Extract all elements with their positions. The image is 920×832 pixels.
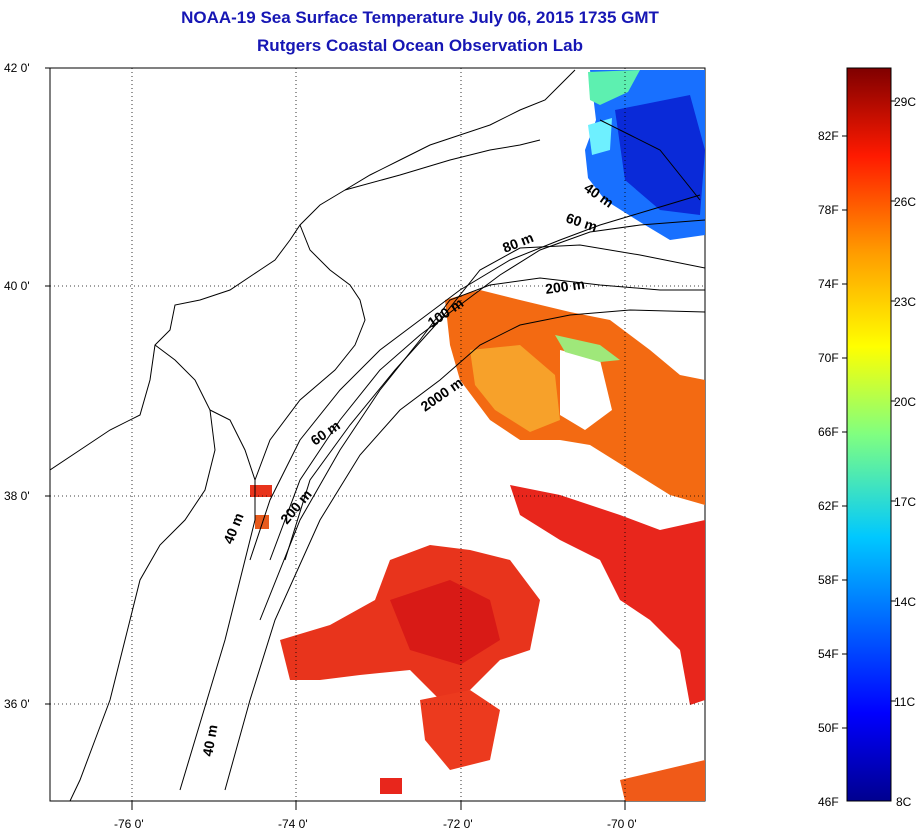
colorbar-c-label: 11C	[894, 695, 915, 709]
colorbar-c-label: 29C	[894, 95, 916, 109]
title-line-1: NOAA-19 Sea Surface Temperature July 06,…	[181, 8, 659, 27]
colorbar-c-label: 20C	[894, 395, 916, 409]
contour-2000m	[224, 309, 705, 791]
nj-coast	[254, 224, 366, 481]
colorbar-c-label: 17C	[894, 495, 916, 509]
sst-warm-patch-2	[255, 515, 269, 529]
colorbar-ticks	[842, 100, 896, 729]
colorbar-f-label: 82F	[818, 129, 839, 143]
delmarva-coast	[179, 409, 256, 791]
colorbar-c-label: 23C	[894, 295, 916, 309]
colorbar-c-label: 8C	[896, 795, 912, 809]
sst-cold-fringe	[588, 70, 640, 105]
lon-label: -76 0'	[114, 817, 144, 831]
contour-80m	[284, 244, 705, 561]
lon-label: -72 0'	[443, 817, 473, 831]
sst-warm-region-1-inner	[470, 345, 560, 432]
lat-label: 36 0'	[4, 697, 30, 711]
sst-warm-patch	[250, 485, 272, 497]
coastline-contours	[50, 69, 705, 801]
contour-label: 200 m	[544, 276, 586, 297]
colorbar-f-label: 62F	[818, 499, 839, 513]
colorbar-f-label: 70F	[818, 351, 839, 365]
contour-gulf-maine	[599, 119, 701, 201]
colorbar-c-label: 26C	[894, 195, 916, 209]
colorbar-c-label: 14C	[894, 595, 916, 609]
contour-40m	[249, 194, 701, 561]
chesapeake-bay-shore	[69, 344, 216, 801]
colorbar-f-label: 66F	[818, 425, 839, 439]
lat-label: 40 0'	[4, 279, 30, 293]
colorbar-f-label: 50F	[818, 721, 839, 735]
sst-warm-region-4	[420, 690, 500, 770]
colorbar	[846, 67, 892, 802]
sst-warm-patch-3	[380, 778, 402, 794]
coastline-main	[50, 69, 576, 471]
contour-60m	[269, 219, 705, 561]
title-line-2: Rutgers Coastal Ocean Observation Lab	[257, 36, 583, 55]
lon-label: -70 0'	[607, 817, 637, 831]
colorbar-f-label: 54F	[818, 647, 839, 661]
sst-warm-region-2	[510, 485, 705, 705]
lon-label: -74 0'	[278, 817, 308, 831]
sst-warm-region-5	[620, 760, 705, 801]
contour-label: 40 m	[199, 723, 220, 757]
sst-warm-region-3-core	[390, 580, 500, 665]
sst-warm-blank	[560, 350, 612, 430]
colorbar-f-label: 78F	[818, 203, 839, 217]
colorbar-f-label: 46F	[818, 795, 839, 809]
axis-ticks	[45, 67, 626, 810]
sst-data-layer	[250, 70, 705, 801]
lat-label: 42 0'	[4, 61, 30, 75]
lat-label: 38 0'	[4, 489, 30, 503]
colorbar-f-label: 74F	[818, 277, 839, 291]
contour-200m	[259, 277, 705, 621]
sst-cold-core	[615, 95, 705, 215]
long-island	[344, 139, 541, 191]
sst-cold-fringe-2	[588, 118, 612, 155]
colorbar-f-label: 58F	[818, 573, 839, 587]
sst-cool-edge	[555, 335, 620, 362]
